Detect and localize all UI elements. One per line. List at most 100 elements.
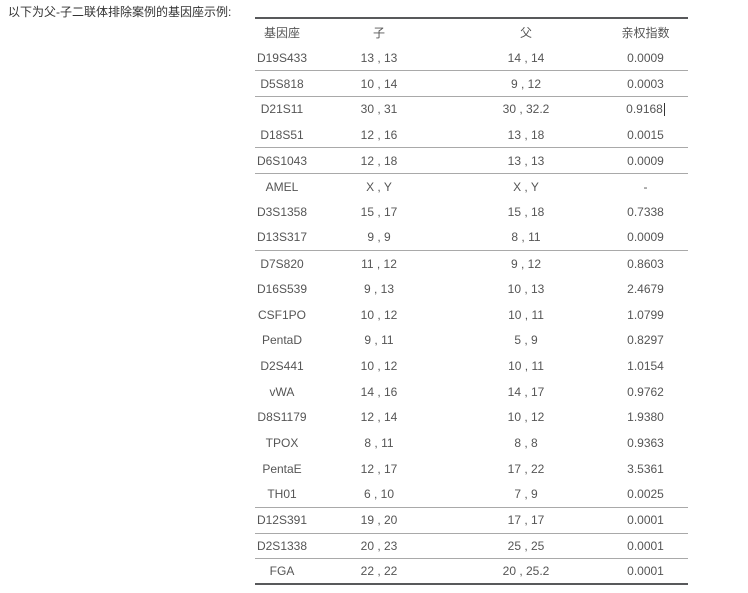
cell-locus-value: FGA	[269, 564, 295, 579]
table-row: D12S391 19 , 20 17 , 17 0.0001	[255, 507, 688, 534]
cell-locus-value: D2S441	[260, 359, 304, 374]
cell-father: 9 , 12	[449, 251, 603, 277]
cell-child: 14 , 16	[309, 379, 449, 405]
table-row: D21S11 30 , 31 30 , 32.2 0.9168	[255, 96, 688, 122]
table-row: vWA 14 , 16 14 , 17 0.9762	[255, 379, 688, 405]
cell-pi-value: 0.0015	[627, 127, 664, 142]
cell-pi: 1.0799	[603, 302, 688, 328]
cell-father-value: 14 , 14	[507, 50, 545, 65]
cell-father: 10 , 11	[449, 353, 603, 379]
cell-locus-value: vWA	[269, 384, 295, 399]
cell-child-value: 12 , 16	[360, 127, 398, 142]
cell-child-value: 9 , 11	[364, 333, 394, 348]
cell-locus: PentaD	[255, 328, 309, 354]
column-header-locus: 基因座	[263, 25, 300, 40]
cell-father-value: 14 , 17	[507, 384, 545, 399]
cell-child-value: 8 , 11	[364, 436, 394, 451]
cell-pi: 1.9380	[603, 405, 688, 431]
cell-father-value: 15 , 18	[507, 204, 545, 219]
cell-child: 19 , 20	[309, 507, 449, 534]
cell-locus: D18S51	[255, 122, 309, 149]
cell-locus: D7S820	[255, 251, 309, 277]
cell-pi-value: 3.5361	[627, 461, 664, 476]
cell-locus: PentaE	[255, 456, 309, 482]
cell-father-value: 8 , 11	[511, 230, 541, 245]
cell-locus: AMEL	[255, 173, 309, 199]
cell-father: 15 , 18	[449, 199, 603, 225]
cell-locus-value: D2S1338	[256, 538, 308, 553]
cell-locus-value: D6S1043	[256, 153, 308, 168]
cell-father-value: 17 , 22	[507, 461, 545, 476]
cell-child-value: 11 , 12	[361, 256, 397, 271]
cell-father-value: 25 , 25	[507, 538, 545, 553]
cell-child-value: 30 , 31	[360, 102, 398, 117]
cell-pi-value: 0.9762	[627, 384, 664, 399]
cell-pi: 0.7338	[603, 199, 688, 225]
cell-pi-value: 0.0001	[627, 513, 664, 528]
cell-child: 30 , 31	[309, 96, 449, 122]
cell-locus-value: D19S433	[256, 50, 308, 65]
cell-father-value: 10 , 13	[507, 282, 545, 297]
cell-pi-value: -	[643, 179, 648, 194]
cell-child: 9 , 13	[309, 276, 449, 302]
cell-child-value: 19 , 20	[360, 513, 398, 528]
cell-pi: 0.0025	[603, 481, 688, 508]
cell-locus: vWA	[255, 379, 309, 405]
cell-pi-value: 0.8603	[627, 256, 664, 271]
cell-father-value: 7 , 9	[514, 487, 538, 502]
cell-child: 10 , 12	[309, 353, 449, 379]
cell-child-value: 15 , 17	[360, 204, 398, 219]
table-row: PentaD 9 , 11 5 , 9 0.8297	[255, 328, 688, 354]
cell-father: 25 , 25	[449, 533, 603, 560]
cell-child: 8 , 11	[309, 430, 449, 456]
cell-locus-value: TH01	[267, 487, 297, 502]
cell-pi-value: 1.9380	[627, 410, 664, 425]
table-row: D5S818 10 , 14 9 , 12 0.0003	[255, 70, 688, 97]
cell-pi: 0.8603	[603, 251, 688, 277]
cell-father-value: 30 , 32.2	[502, 102, 550, 117]
cell-locus-value: D21S11	[260, 102, 304, 117]
table-row: TPOX 8 , 11 8 , 8 0.9363	[255, 430, 688, 456]
cell-child-value: 10 , 12	[360, 359, 398, 374]
cell-father-value: 5 , 9	[514, 333, 538, 348]
cell-father: 8 , 11	[449, 224, 603, 251]
cell-pi-value: 2.4679	[627, 282, 664, 297]
cell-locus: D16S539	[255, 276, 309, 302]
cell-pi: 2.4679	[603, 276, 688, 302]
cell-locus: FGA	[255, 559, 309, 585]
cell-child: 12 , 17	[309, 456, 449, 482]
cell-father: 10 , 12	[449, 405, 603, 431]
cell-locus: TPOX	[255, 430, 309, 456]
cell-child: 15 , 17	[309, 199, 449, 225]
cell-pi: 0.0009	[603, 224, 688, 251]
cell-locus-value: PentaD	[261, 333, 303, 348]
cell-father: 9 , 12	[449, 70, 603, 97]
table-row: D6S1043 12 , 18 13 , 13 0.0009	[255, 147, 688, 174]
table-row: D18S51 12 , 16 13 , 18 0.0015	[255, 122, 688, 149]
cell-pi-value: 0.8297	[627, 333, 664, 348]
table-row: TH01 6 , 10 7 , 9 0.0025	[255, 481, 688, 508]
column-header-pi: 亲权指数	[621, 25, 670, 40]
table-row: D7S820 11 , 12 9 , 12 0.8603	[255, 251, 688, 277]
loci-table: 基因座 子 父 亲权指数 D19S433 13 , 13 14 , 14 0.0009…	[255, 17, 688, 586]
cell-father: 13 , 13	[449, 147, 603, 174]
cell-locus-value: D12S391	[256, 513, 308, 528]
cell-locus-value: D5S818	[260, 76, 304, 91]
cell-child: 22 , 22	[309, 559, 449, 585]
cell-locus-value: PentaE	[262, 461, 302, 476]
cell-pi-value: 0.0009	[627, 153, 664, 168]
cell-pi-value: 1.0154	[627, 359, 664, 374]
cell-pi: 0.9363	[603, 430, 688, 456]
cell-child: 13 , 13	[309, 45, 449, 72]
table-row: D2S441 10 , 12 10 , 11 1.0154	[255, 353, 688, 379]
cell-father-value: 17 , 17	[507, 513, 545, 528]
cell-pi: 0.0001	[603, 559, 688, 585]
cell-locus: D3S1358	[255, 199, 309, 225]
cell-pi: 1.0154	[603, 353, 688, 379]
cell-locus: D6S1043	[255, 147, 309, 174]
cell-father: 17 , 22	[449, 456, 603, 482]
text-cursor	[663, 102, 665, 116]
cell-pi-value: 0.0025	[627, 487, 664, 502]
cell-locus: D2S441	[255, 353, 309, 379]
cell-father: 7 , 9	[449, 481, 603, 508]
